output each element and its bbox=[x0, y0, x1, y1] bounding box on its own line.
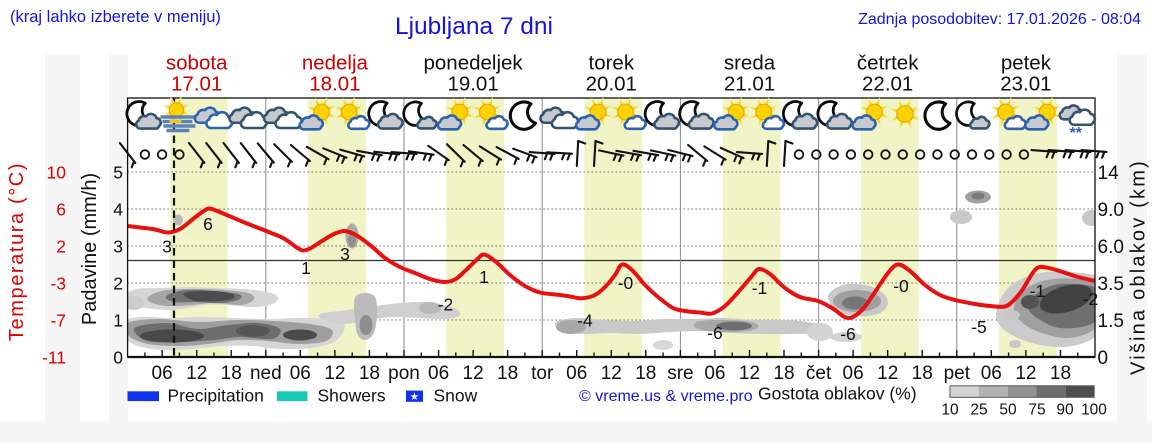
svg-text:-1: -1 bbox=[1030, 281, 1046, 301]
svg-text:90: 90 bbox=[1056, 402, 1074, 419]
svg-text:10: 10 bbox=[47, 162, 67, 182]
svg-text:pet: pet bbox=[944, 363, 971, 384]
svg-text:18: 18 bbox=[1050, 363, 1071, 384]
svg-text:75: 75 bbox=[1028, 402, 1045, 419]
svg-text:19.01: 19.01 bbox=[447, 73, 498, 96]
svg-text:18: 18 bbox=[359, 363, 380, 384]
svg-text:3: 3 bbox=[113, 236, 123, 256]
svg-text:1: 1 bbox=[113, 310, 123, 330]
svg-text:50: 50 bbox=[999, 402, 1017, 419]
svg-text:Temperatura (°C): Temperatura (°C) bbox=[6, 162, 28, 341]
svg-text:Padavine (mm/h): Padavine (mm/h) bbox=[79, 173, 101, 325]
svg-text:sreda: sreda bbox=[724, 52, 776, 75]
svg-text:-2: -2 bbox=[1083, 289, 1099, 309]
svg-text:18: 18 bbox=[773, 363, 794, 384]
svg-text:četrtek: četrtek bbox=[857, 52, 919, 75]
svg-text:petek: petek bbox=[1001, 52, 1052, 75]
svg-text:sobota: sobota bbox=[166, 52, 228, 75]
svg-text:-5: -5 bbox=[971, 317, 987, 337]
svg-text:3.5: 3.5 bbox=[1098, 274, 1124, 295]
svg-text:© vreme.us & vreme.pro: © vreme.us & vreme.pro bbox=[579, 388, 753, 405]
svg-text:-0: -0 bbox=[618, 273, 634, 293]
svg-text:06: 06 bbox=[843, 363, 864, 384]
svg-text:18.01: 18.01 bbox=[309, 73, 360, 96]
svg-text:-0: -0 bbox=[893, 276, 909, 296]
svg-text:-3: -3 bbox=[50, 273, 66, 293]
svg-text:12: 12 bbox=[1015, 363, 1036, 384]
svg-text:12: 12 bbox=[739, 363, 760, 384]
svg-text:06: 06 bbox=[290, 363, 311, 384]
svg-text:12: 12 bbox=[877, 363, 898, 384]
svg-text:Višina oblakov (km): Višina oblakov (km) bbox=[1128, 159, 1150, 375]
svg-text:5: 5 bbox=[113, 162, 123, 182]
svg-text:06: 06 bbox=[981, 363, 1002, 384]
svg-text:9.0: 9.0 bbox=[1098, 200, 1124, 221]
svg-text:6: 6 bbox=[56, 199, 66, 219]
svg-text:12: 12 bbox=[324, 363, 345, 384]
svg-text:10: 10 bbox=[941, 402, 959, 419]
svg-text:12: 12 bbox=[463, 363, 484, 384]
svg-text:1: 1 bbox=[301, 258, 311, 278]
svg-text:★: ★ bbox=[410, 391, 420, 403]
svg-text:-7: -7 bbox=[50, 310, 66, 330]
svg-text:-6: -6 bbox=[707, 323, 723, 343]
svg-text:25: 25 bbox=[970, 402, 987, 419]
svg-text:1: 1 bbox=[479, 267, 489, 287]
svg-text:tor: tor bbox=[531, 363, 554, 384]
svg-text:0: 0 bbox=[1098, 348, 1109, 369]
svg-text:(kraj lahko izberete v meniju): (kraj lahko izberete v meniju) bbox=[10, 8, 221, 26]
svg-text:2: 2 bbox=[56, 236, 66, 256]
svg-text:3: 3 bbox=[340, 244, 350, 264]
svg-text:4: 4 bbox=[113, 199, 123, 219]
svg-text:0: 0 bbox=[113, 347, 123, 367]
svg-text:18: 18 bbox=[497, 363, 518, 384]
svg-text:6: 6 bbox=[203, 214, 213, 234]
svg-text:18: 18 bbox=[635, 363, 656, 384]
svg-text:Zadnja posodobitev: 17.01.2026: Zadnja posodobitev: 17.01.2026 - 08:04 bbox=[858, 11, 1141, 28]
svg-text:23.01: 23.01 bbox=[1000, 73, 1051, 96]
svg-text:14: 14 bbox=[1098, 163, 1120, 184]
svg-text:-2: -2 bbox=[438, 295, 454, 315]
svg-text:nedelja: nedelja bbox=[302, 52, 369, 75]
svg-text:-11: -11 bbox=[42, 347, 66, 367]
svg-text:pon: pon bbox=[388, 363, 420, 384]
svg-text:Showers: Showers bbox=[318, 386, 386, 406]
svg-text:12: 12 bbox=[186, 363, 207, 384]
svg-text:3: 3 bbox=[162, 237, 172, 257]
svg-text:čet: čet bbox=[806, 363, 832, 384]
svg-text:**: ** bbox=[1069, 125, 1082, 142]
svg-text:18: 18 bbox=[912, 363, 933, 384]
svg-text:1.5: 1.5 bbox=[1098, 311, 1124, 332]
svg-text:20.01: 20.01 bbox=[586, 73, 637, 96]
svg-text:-1: -1 bbox=[752, 278, 768, 298]
svg-text:12: 12 bbox=[601, 363, 622, 384]
svg-text:17.01: 17.01 bbox=[171, 73, 222, 96]
svg-text:06: 06 bbox=[428, 363, 449, 384]
svg-text:06: 06 bbox=[566, 363, 587, 384]
svg-text:6.0: 6.0 bbox=[1098, 237, 1124, 258]
svg-text:Gostota oblakov (%): Gostota oblakov (%) bbox=[758, 384, 917, 404]
svg-text:-6: -6 bbox=[840, 324, 856, 344]
svg-text:18: 18 bbox=[221, 363, 242, 384]
svg-text:-4: -4 bbox=[577, 311, 593, 331]
svg-text:06: 06 bbox=[152, 363, 173, 384]
svg-text:Precipitation: Precipitation bbox=[168, 386, 264, 406]
svg-text:ned: ned bbox=[250, 363, 282, 384]
svg-text:Snow: Snow bbox=[434, 386, 478, 406]
svg-text:2: 2 bbox=[113, 273, 123, 293]
svg-text:21.01: 21.01 bbox=[724, 73, 775, 96]
svg-text:torek: torek bbox=[589, 52, 635, 75]
svg-text:Ljubljana 7 dni: Ljubljana 7 dni bbox=[395, 13, 553, 40]
svg-text:22.01: 22.01 bbox=[862, 73, 913, 96]
svg-text:sre: sre bbox=[667, 363, 693, 384]
svg-text:06: 06 bbox=[704, 363, 725, 384]
svg-text:ponedeljek: ponedeljek bbox=[424, 52, 524, 75]
svg-text:100: 100 bbox=[1081, 402, 1107, 419]
